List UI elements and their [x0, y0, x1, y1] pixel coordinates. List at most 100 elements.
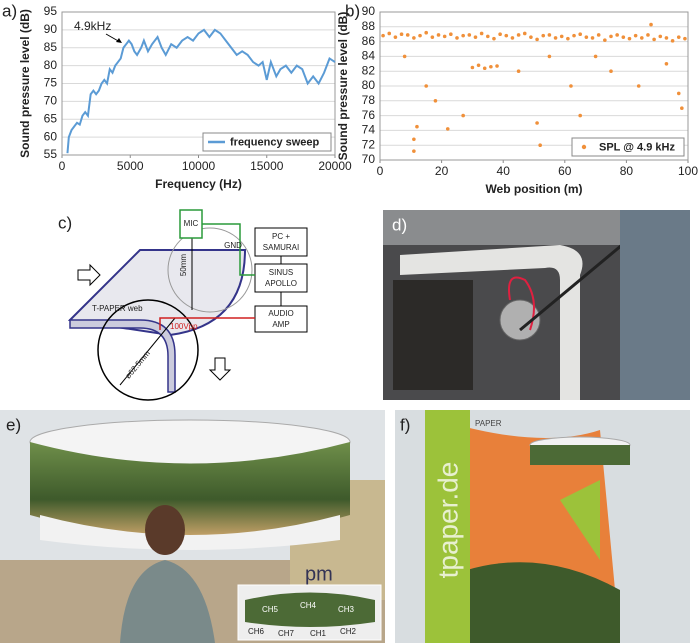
photo-f: tpaper.de PAPER f) — [395, 410, 690, 643]
data-point — [412, 36, 416, 40]
y-tick-label: 74 — [362, 123, 376, 137]
data-point — [436, 33, 441, 37]
data-point — [603, 38, 607, 42]
data-point — [424, 30, 429, 35]
photo-d: d) — [383, 210, 690, 400]
data-point — [495, 64, 499, 68]
data-point — [538, 143, 542, 147]
data-point — [578, 32, 582, 36]
data-point — [680, 106, 684, 110]
data-point — [486, 34, 490, 39]
data-point — [621, 35, 626, 39]
y-tick-label: 95 — [44, 4, 58, 18]
data-point — [593, 54, 598, 59]
channel-label: CH5 — [262, 605, 279, 614]
data-point — [590, 36, 595, 40]
cable — [508, 276, 535, 331]
data-point — [541, 33, 546, 38]
y-tick-label: 75 — [44, 76, 58, 90]
roller — [97, 299, 199, 401]
data-point — [664, 36, 669, 40]
data-point — [412, 149, 416, 153]
y-tick-label: 85 — [44, 40, 58, 54]
data-point — [504, 33, 509, 38]
data-point — [596, 33, 601, 37]
label: APOLLO — [265, 279, 297, 288]
x-tick-label: 15000 — [250, 159, 284, 173]
y-tick-label: 78 — [362, 93, 376, 107]
data-point — [652, 37, 656, 42]
data-point — [646, 33, 650, 37]
roller-back — [167, 227, 253, 313]
data-point — [473, 35, 478, 39]
label: PC + — [272, 232, 290, 241]
data-point — [393, 35, 398, 39]
data-point — [381, 33, 385, 38]
frame — [620, 210, 690, 400]
data-point — [415, 124, 419, 129]
y-tick-label: 80 — [362, 78, 376, 92]
data-point — [572, 33, 576, 38]
x-tick-label: 0 — [377, 164, 384, 178]
data-point — [455, 36, 459, 40]
data-point — [461, 33, 465, 38]
y-tick-label: 84 — [362, 49, 376, 63]
label: T-PAPER web — [92, 304, 143, 313]
data-point — [522, 31, 527, 36]
y-tick-label: 90 — [44, 22, 58, 36]
annotation: 4.9kHz — [74, 19, 111, 33]
data-point — [412, 137, 416, 142]
data-point — [470, 65, 475, 70]
x-tick-label: 10000 — [182, 159, 216, 173]
data-point — [547, 54, 552, 59]
data-point — [445, 127, 450, 131]
data-point — [636, 84, 641, 88]
x-axis-title: Web position (m) — [485, 182, 582, 196]
data-point — [529, 35, 533, 39]
data-point — [658, 34, 663, 39]
x-axis-title: Frequency (Hz) — [155, 177, 242, 191]
x-tick-label: 40 — [497, 164, 511, 178]
channel-label: CH1 — [310, 629, 327, 638]
data-point — [566, 36, 570, 41]
data-point — [479, 31, 484, 36]
annotation-arrowhead — [116, 38, 122, 43]
mini-ring — [530, 445, 630, 465]
y-tick-label: 72 — [362, 137, 376, 151]
y-tick-label: 86 — [362, 34, 376, 48]
legend-label: frequency sweep — [230, 136, 320, 148]
label: GND — [224, 241, 242, 250]
y-tick-label: 90 — [362, 4, 376, 18]
y-tick-label: 65 — [44, 111, 58, 125]
data-point — [418, 33, 422, 38]
data-point — [584, 35, 589, 39]
data-point — [578, 113, 582, 118]
data-point — [467, 33, 472, 37]
y-axis-title: Sound pressure level (dB) — [336, 12, 350, 161]
brand: tpaper.de — [432, 462, 463, 579]
data-point — [498, 32, 502, 36]
data-point — [461, 113, 465, 118]
data-point — [449, 32, 453, 36]
y-tick-label: 70 — [362, 152, 376, 166]
channel-label: CH7 — [278, 629, 295, 638]
data-point — [633, 33, 638, 38]
label: SAMURAI — [263, 243, 299, 252]
ring-inner — [40, 515, 340, 550]
data-point — [510, 36, 515, 40]
paper-web-edge — [69, 319, 176, 393]
label: MIC — [184, 219, 199, 228]
y-tick-label: 60 — [44, 129, 58, 143]
person-head — [145, 505, 185, 555]
data-point — [430, 35, 435, 39]
channel-label: CH3 — [338, 605, 355, 614]
column — [425, 410, 470, 643]
amp-box — [254, 305, 308, 333]
label: 100Vpp — [170, 322, 198, 331]
data-point — [442, 34, 447, 39]
panel-label: e) — [6, 415, 21, 434]
setup-diagram: c) MIC PC + SAMURAI SINUS APOLLO AUDIO A… — [58, 209, 308, 401]
data-point — [492, 36, 496, 41]
data-point — [402, 54, 407, 59]
inset-ring — [245, 592, 375, 627]
